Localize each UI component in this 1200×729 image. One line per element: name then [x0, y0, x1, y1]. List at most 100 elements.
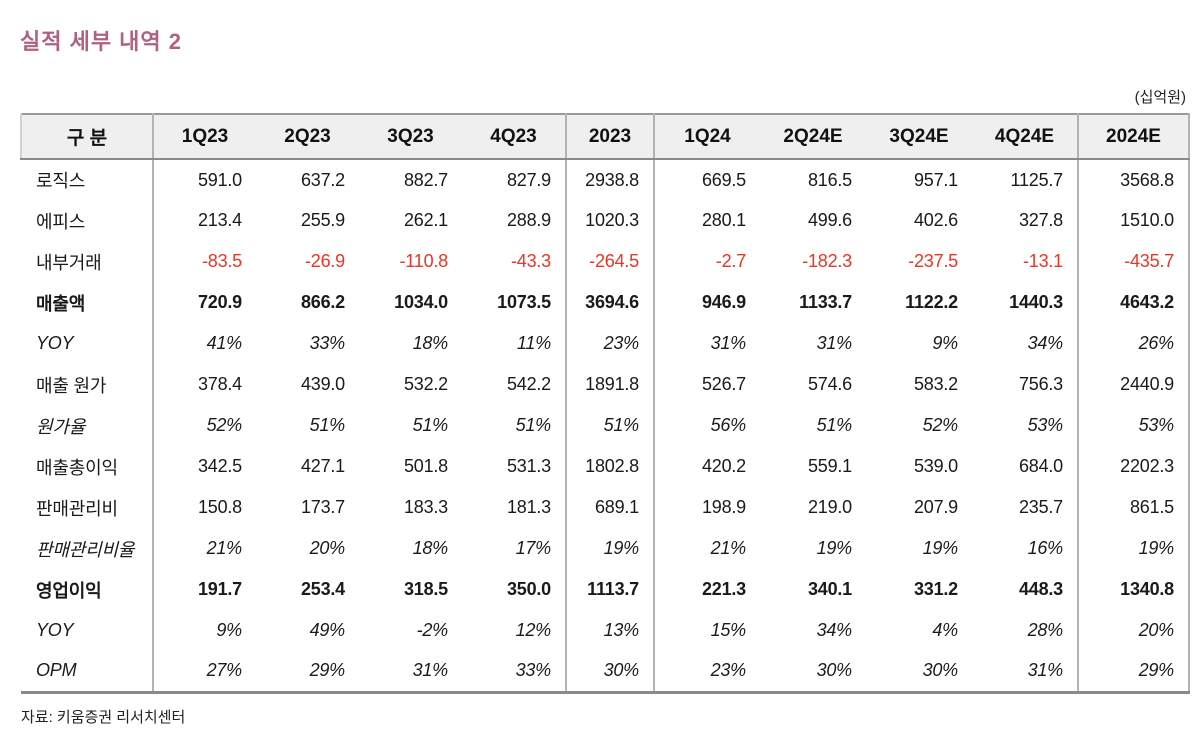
data-cell: 539.0 — [913, 456, 958, 476]
row-label: 원가율 — [21, 405, 154, 446]
data-cell: 52% — [922, 415, 959, 435]
data-cell: 439.0 — [300, 374, 345, 394]
data-cell: 1133.7 — [799, 292, 852, 312]
data-cell: 12% — [462, 610, 567, 651]
data-cell: 327.8 — [972, 200, 1079, 241]
data-cell: 262.1 — [403, 210, 448, 230]
data-cell: 29% — [1078, 651, 1190, 692]
row-label: 판매관리비율 — [21, 528, 154, 569]
row-label: 에피스 — [21, 200, 154, 241]
table-row: 내부거래 -83.5 -26.9 -110.8 -43.3 -264.5 -2.7 -182.… — [21, 241, 1190, 282]
table-header-row: 구 분 1Q23 2Q23 3Q23 4Q23 2023 1Q24 2Q24E 3Q24E 4Q2… — [20, 114, 1190, 160]
row-label: 로직스 — [21, 159, 154, 200]
data-cell: 183.3 — [403, 497, 448, 517]
data-cell: 532.2 — [403, 374, 448, 394]
data-cell: 18% — [412, 538, 449, 558]
header-cell: 2024E — [1078, 114, 1190, 160]
header-cell: 2Q24E — [760, 114, 866, 160]
data-cell: 31% — [972, 651, 1079, 692]
data-cell: 531.3 — [462, 446, 567, 487]
data-cell: 181.3 — [462, 487, 567, 528]
data-cell: 2202.3 — [1078, 446, 1190, 487]
table-body: 로직스 591.0 637.2 882.7 827.9 2938.8 669.5 816.5 9… — [21, 159, 1190, 692]
data-cell: -435.7 — [1078, 241, 1190, 282]
data-cell: 827.9 — [462, 159, 567, 200]
data-cell: 31% — [412, 660, 449, 681]
data-cell: 33% — [309, 333, 346, 353]
data-cell: 29% — [309, 660, 346, 681]
data-cell: 378.4 — [197, 374, 242, 394]
row-label: OPM — [21, 651, 154, 692]
data-cell: 49% — [309, 620, 346, 640]
data-cell: 19% — [816, 538, 853, 558]
header-cell: 2Q23 — [256, 114, 359, 160]
data-cell: 1125.7 — [972, 159, 1079, 200]
data-cell: 684.0 — [972, 446, 1079, 487]
data-cell: 559.1 — [807, 456, 852, 476]
data-cell: 3568.8 — [1078, 159, 1190, 200]
data-cell: 30% — [922, 660, 959, 681]
data-cell: 15% — [710, 620, 747, 640]
data-cell: 4% — [932, 620, 958, 640]
data-cell: 331.2 — [913, 579, 958, 599]
header-cell: 3Q23 — [359, 114, 462, 160]
data-cell: 342.5 — [197, 456, 242, 476]
data-cell: 280.1 — [701, 210, 746, 230]
data-cell: -83.5 — [201, 251, 242, 271]
data-cell: 207.9 — [913, 497, 958, 517]
data-cell: -264.5 — [566, 241, 655, 282]
data-cell: 583.2 — [913, 374, 958, 394]
data-cell: 1802.8 — [566, 446, 655, 487]
data-cell: 255.9 — [300, 210, 345, 230]
data-cell: 1073.5 — [462, 282, 567, 323]
data-cell: 26% — [1078, 323, 1190, 364]
data-cell: 213.4 — [197, 210, 242, 230]
data-cell: 637.2 — [300, 169, 345, 190]
data-cell: 689.1 — [566, 487, 655, 528]
table-row: 에피스 213.4 255.9 262.1 288.9 1020.3 280.1 499.6 4… — [21, 200, 1190, 241]
data-cell: 51% — [462, 405, 567, 446]
data-cell: 882.7 — [403, 169, 448, 190]
data-cell: 33% — [462, 651, 567, 692]
data-cell: 53% — [972, 405, 1079, 446]
data-cell: 2440.9 — [1078, 364, 1190, 405]
data-cell: 957.1 — [913, 169, 958, 190]
data-cell: 41% — [206, 333, 243, 353]
data-cell: 420.2 — [701, 456, 746, 476]
data-cell: 340.1 — [807, 579, 852, 599]
data-cell: 1122.2 — [905, 292, 958, 312]
data-cell: 31% — [816, 333, 853, 353]
data-cell: 20% — [1078, 610, 1190, 651]
header-cell: 4Q23 — [462, 114, 567, 160]
row-label: YOY — [21, 610, 154, 651]
data-cell: 2938.8 — [566, 159, 655, 200]
data-cell: 23% — [710, 660, 747, 681]
data-cell: 19% — [1078, 528, 1190, 569]
data-cell: 11% — [462, 323, 567, 364]
page-title: 실적 세부 내역 2 — [20, 29, 183, 54]
data-cell: 288.9 — [462, 200, 567, 241]
data-cell: 221.3 — [701, 579, 746, 599]
data-cell: 31% — [710, 333, 747, 353]
header-cell: 구 분 — [20, 114, 154, 160]
data-cell: 350.0 — [462, 569, 567, 610]
data-cell: 51% — [566, 405, 655, 446]
table-row: 영업이익 191.7 253.4 318.5 350.0 1113.7 221.3 340.1… — [21, 569, 1190, 610]
data-cell: 18% — [412, 333, 449, 353]
data-cell: -26.9 — [304, 251, 345, 271]
data-cell: 720.9 — [197, 292, 242, 312]
data-cell: 816.5 — [807, 169, 852, 190]
table-row: YOY 41% 33% 18% 11% 23% 31% 31% 9% 34% 26% — [21, 323, 1190, 364]
data-cell: 20% — [309, 538, 346, 558]
data-cell: 1891.8 — [566, 364, 655, 405]
row-label: 매출액 — [21, 282, 154, 323]
data-cell: 501.8 — [403, 456, 448, 476]
data-cell: 402.6 — [913, 210, 958, 230]
data-cell: 1440.3 — [972, 282, 1079, 323]
data-cell: 9% — [932, 333, 958, 353]
data-cell: 198.9 — [701, 497, 746, 517]
data-cell: 219.0 — [807, 497, 852, 517]
data-cell: 4643.2 — [1078, 282, 1190, 323]
table-row: 매출총이익 342.5 427.1 501.8 531.3 1802.8 420.2 559.… — [21, 446, 1190, 487]
data-cell: 1340.8 — [1078, 569, 1190, 610]
